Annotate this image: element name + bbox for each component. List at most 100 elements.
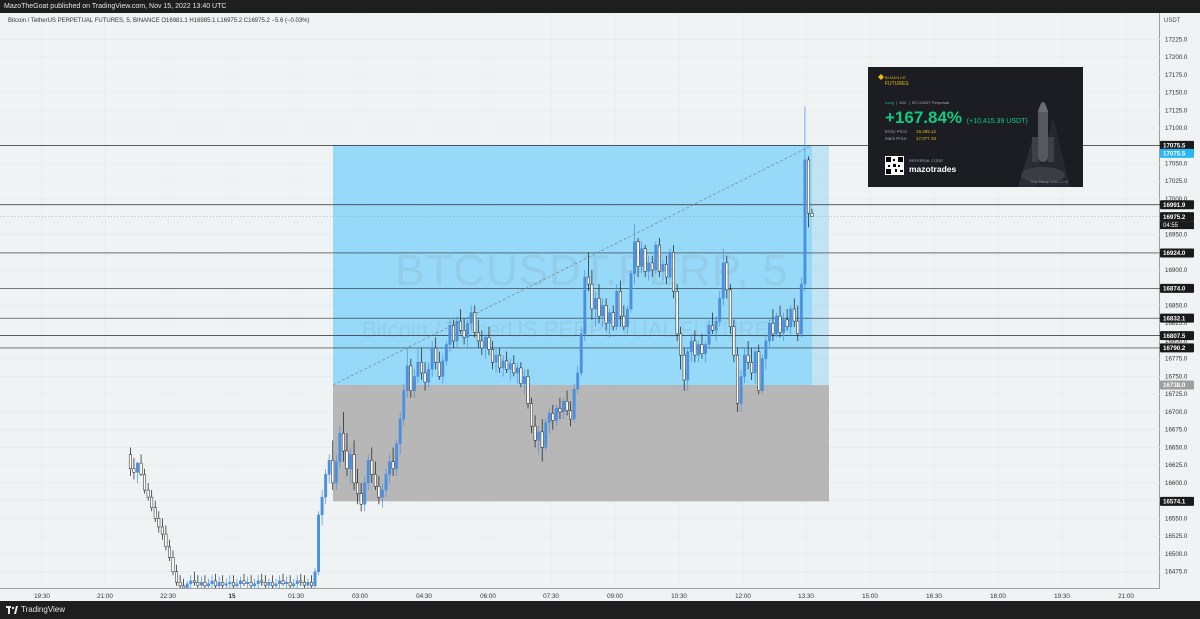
candle (136, 461, 139, 483)
candle-body (760, 358, 764, 391)
candle-body (295, 580, 299, 584)
candle (686, 348, 690, 391)
chart-canvas[interactable] (0, 13, 1160, 588)
candle-body (789, 308, 793, 328)
candle (214, 573, 218, 588)
position-pair: BTCUSDT Perpetual (912, 100, 950, 105)
price-tick-label: 16725.0 (1165, 391, 1188, 398)
price-tick-label: 16500.0 (1165, 551, 1188, 558)
candle-body (285, 582, 289, 584)
candle (547, 408, 551, 434)
candle-body (299, 580, 303, 583)
brand-bottom: FUTURES (885, 81, 909, 87)
candle (665, 255, 668, 285)
candle (569, 401, 573, 427)
candle-body (657, 244, 661, 272)
symbol-legend[interactable]: Bitcoin / TetherUS PERPETUAL FUTURES, 5,… (8, 18, 310, 24)
candle-body (618, 291, 622, 317)
candle (750, 348, 754, 381)
stop-zone (333, 384, 829, 502)
candle-body (423, 372, 427, 383)
candle-body (689, 340, 693, 352)
candle-body (597, 298, 601, 317)
brand-top: BINANCE (885, 75, 907, 80)
candle-body (381, 489, 384, 498)
price-tick-label: 16600.0 (1165, 480, 1188, 487)
candle-body (569, 410, 573, 420)
candle-body (558, 408, 562, 413)
countdown-bg (1160, 221, 1194, 230)
candle (175, 564, 179, 586)
candle-body (391, 461, 395, 469)
candle-body (160, 526, 164, 535)
candle-body (491, 349, 494, 363)
candle-body (288, 582, 292, 587)
candle (168, 539, 171, 562)
candle-body (508, 363, 512, 370)
candle-body (402, 390, 406, 420)
candle-body (377, 486, 381, 498)
price-label-line: 16790.2 (1160, 343, 1194, 353)
candle-body (714, 320, 718, 331)
candle-body (302, 582, 306, 586)
candle (221, 575, 225, 588)
candle (810, 208, 814, 217)
candle (696, 340, 700, 363)
candle-body (537, 431, 541, 441)
candle-body (782, 319, 786, 333)
candle (444, 340, 448, 366)
price-label-current: 16975.2 04:55 (1160, 212, 1194, 230)
candle (494, 348, 498, 373)
candle (622, 305, 626, 331)
price-label-bg (1160, 212, 1194, 222)
candle-body (686, 351, 690, 381)
candle (310, 575, 313, 588)
candle (796, 305, 800, 341)
candle-body (633, 241, 636, 274)
candle-body (334, 461, 338, 484)
price-label-text: 16874.0 (1163, 286, 1186, 293)
price-label-text: 17075.5 (1163, 151, 1186, 158)
candle (615, 284, 619, 331)
candle-body (743, 354, 746, 377)
price-tick-label: 17000.0 (1165, 196, 1188, 203)
candle (448, 319, 452, 352)
price-tick-label: 17200.0 (1165, 54, 1188, 61)
candle-body (462, 330, 466, 338)
candle (320, 490, 324, 526)
candle-body (608, 312, 612, 324)
price-axis[interactable]: USDT 17225.0 17200.0 17175.0 17150.0 17125.0… (1160, 13, 1200, 588)
candle (629, 269, 633, 313)
position-leverage: 40X (899, 100, 907, 105)
candle-body (668, 251, 672, 278)
candle (224, 578, 228, 588)
candle-body (796, 320, 800, 335)
candle-body (171, 557, 175, 572)
candle-body (501, 360, 505, 369)
candle (139, 454, 143, 476)
price-label-text: 16574.1 (1163, 499, 1186, 506)
candle (256, 575, 260, 588)
time-tick-label: 19:30 (1054, 593, 1070, 600)
candle (650, 255, 654, 278)
candle (799, 277, 803, 338)
candle (452, 319, 455, 349)
candle (714, 316, 718, 341)
candle (253, 578, 257, 588)
time-axis[interactable]: 19:30 21:00 22:30 15 01:30 03:00 04:30 06:00 07:… (0, 588, 1160, 602)
candle (739, 369, 743, 412)
price-tick-label: 16775.0 (1165, 356, 1188, 363)
price-label-bg (1160, 331, 1194, 341)
candle-body (249, 582, 253, 587)
candle-body (746, 354, 750, 363)
price-label-text: 16975.2 (1163, 214, 1186, 221)
candle (292, 578, 296, 588)
position-zones (333, 145, 829, 502)
rocket-illustration (1008, 77, 1078, 187)
candle (217, 576, 221, 588)
candle (356, 468, 360, 505)
candle (373, 461, 377, 491)
candle (704, 340, 707, 363)
candle-body (136, 462, 139, 473)
candle-body (437, 362, 441, 377)
